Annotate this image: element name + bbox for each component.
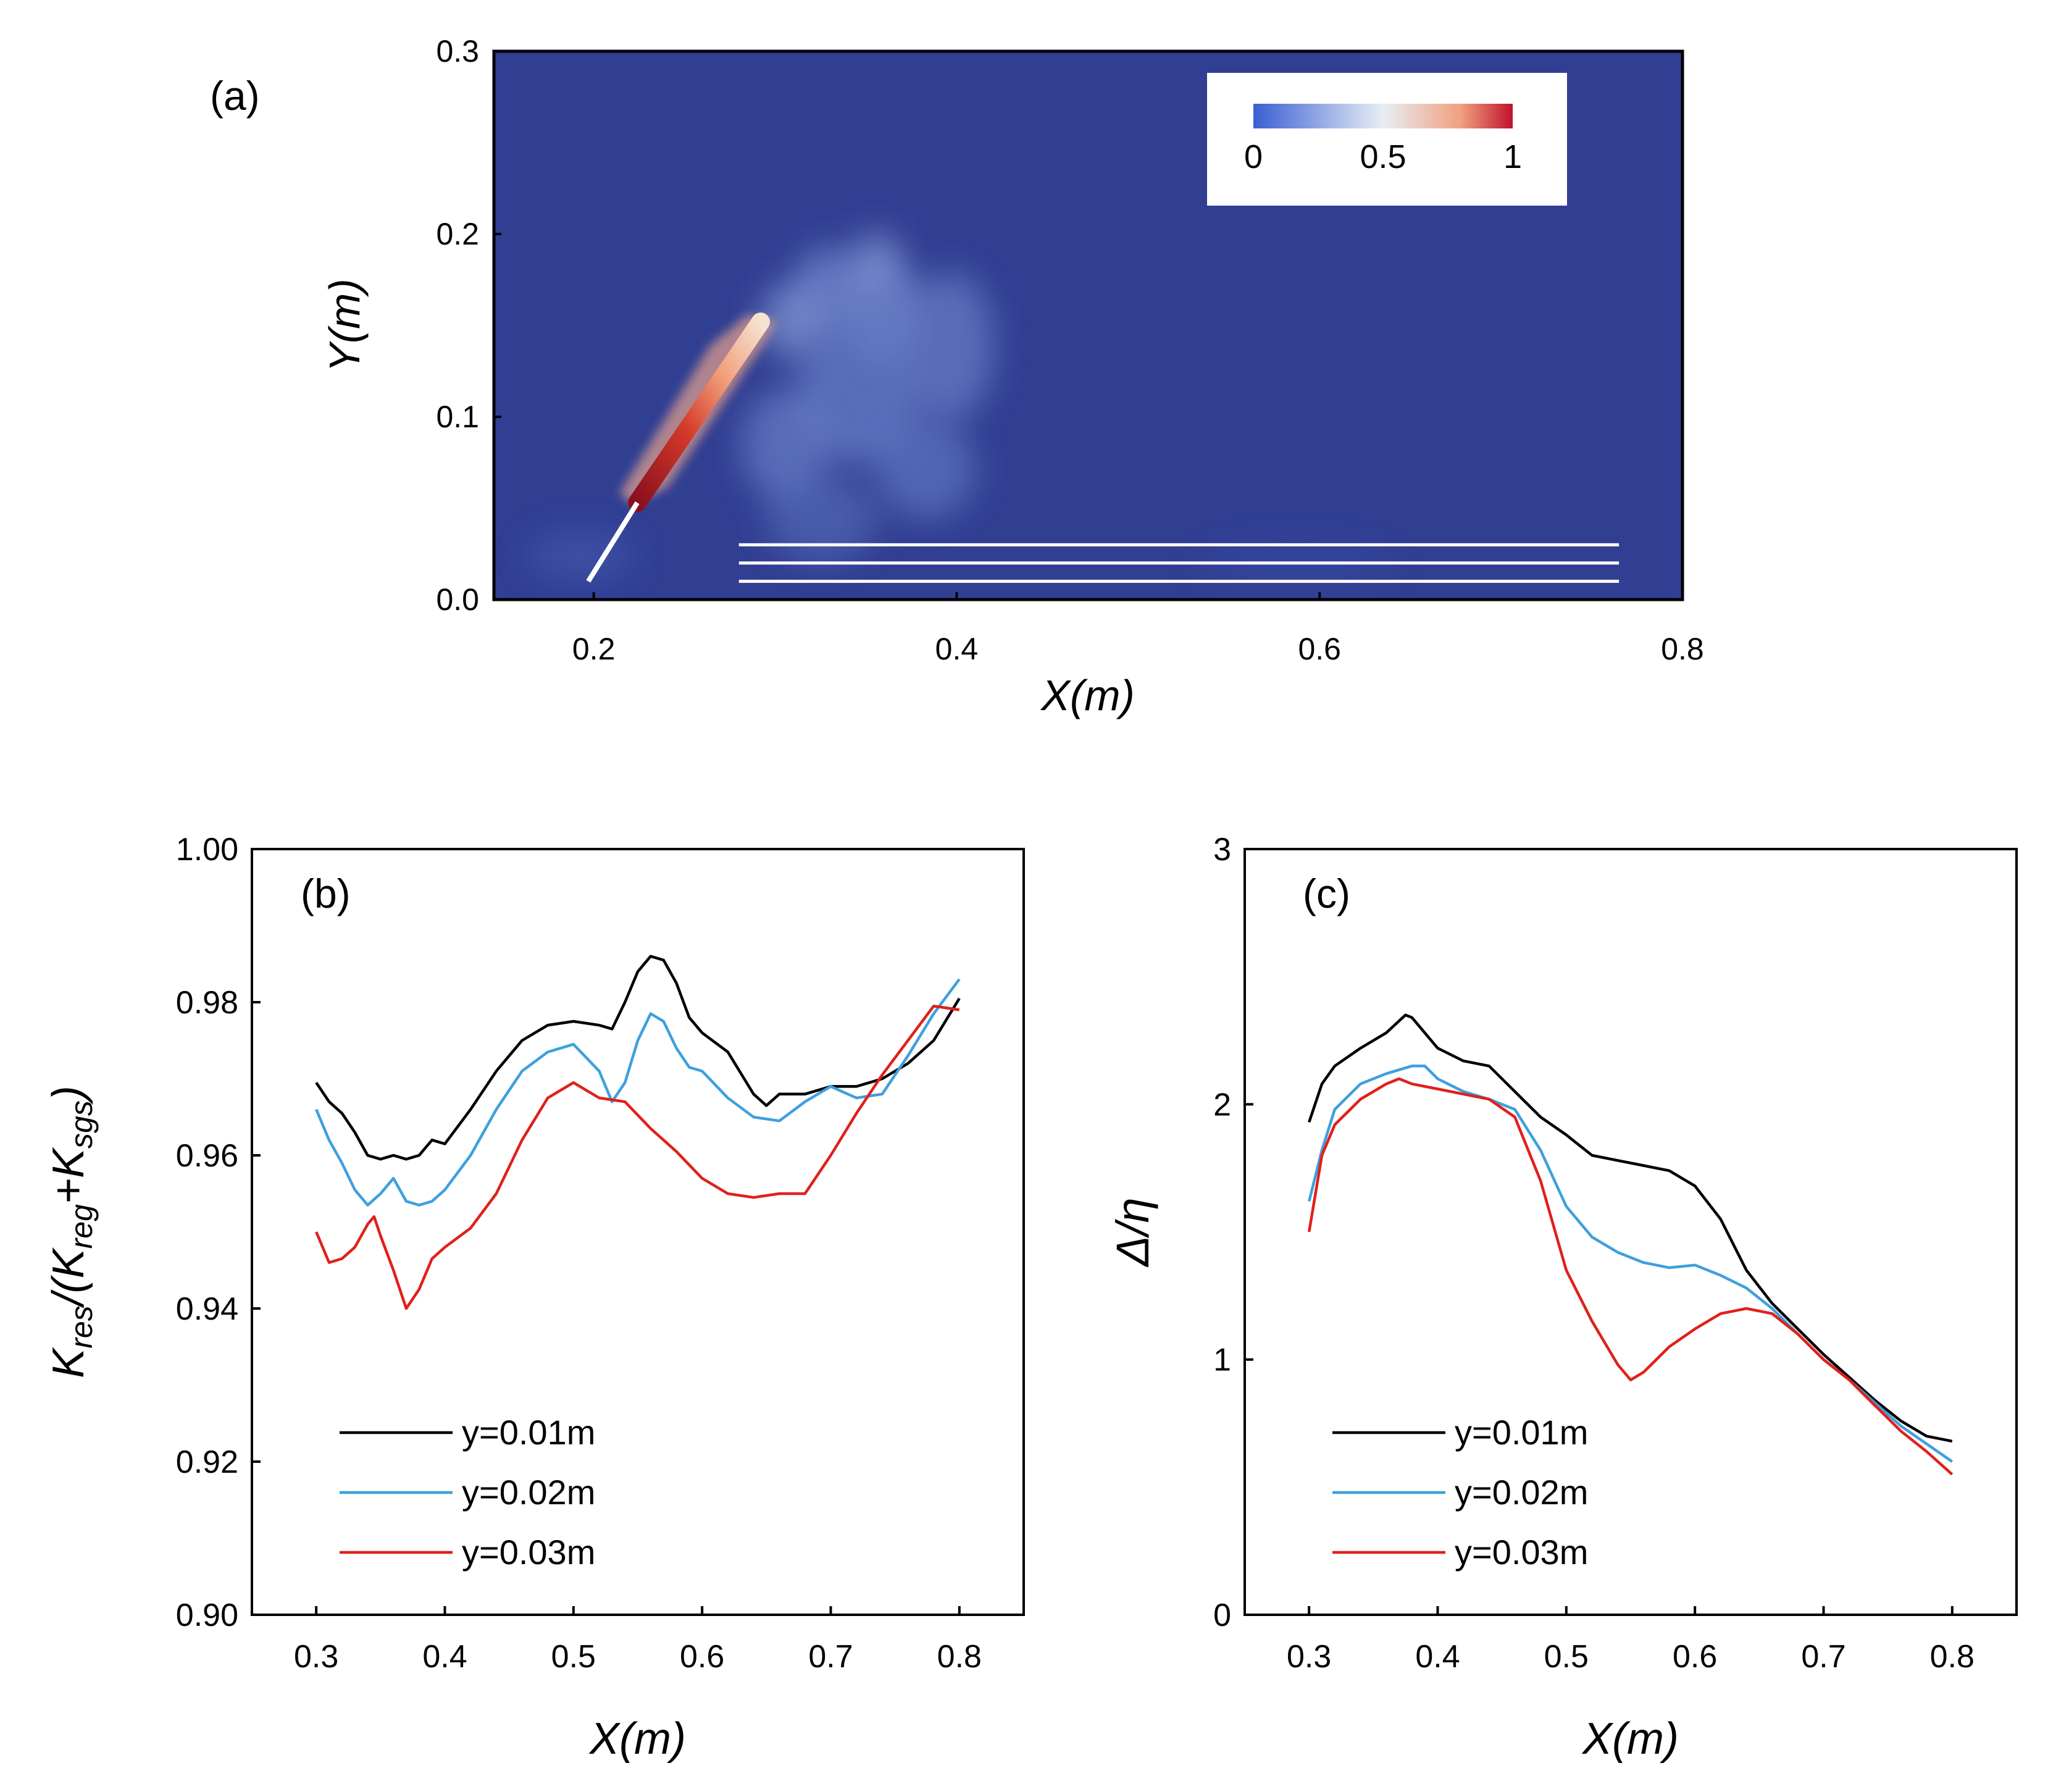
x-tick-label: 0.3 — [1287, 1639, 1331, 1675]
panel-c-series — [1307, 1013, 1954, 1476]
panel-b-ticks: 0.3 0.4 0.5 0.6 0.7 0.8 0.90 0.92 0.94 0.96 0.98 1.… — [176, 832, 982, 1675]
y-tick-label: 1.00 — [176, 832, 238, 868]
panel-b-xlabel: X(m) — [588, 1714, 686, 1764]
legend-label: y=0.02m — [1455, 1473, 1588, 1512]
x-tick-label: 0.8 — [1930, 1639, 1975, 1675]
colorbar-tick-label: 0 — [1244, 138, 1263, 175]
panel-b-legend: y=0.01m y=0.02m y=0.03m — [340, 1413, 595, 1572]
x-tick-label: 0.8 — [1661, 632, 1704, 666]
panel-a-heatmap: 0 0.5 1 0.2 0.4 0.6 0.8 0.00.10.20.3 (a) X(m)… — [210, 34, 1704, 719]
panel-c-xlabel: X(m) — [1581, 1714, 1679, 1764]
heatmap-frame — [492, 49, 1684, 601]
panel-c-ticks: 0.3 0.4 0.5 0.6 0.7 0.8 0 1 2 3 — [1213, 832, 1975, 1675]
legend-label: y=0.01m — [462, 1413, 595, 1452]
panel-c-label: (c) — [1303, 871, 1350, 916]
y-tick-label: 0 — [1213, 1597, 1231, 1633]
y-tick-label: 0.90 — [176, 1597, 238, 1633]
x-tick-label: 0.6 — [1298, 632, 1341, 666]
panel-a-ylabel: Y(m) — [320, 278, 369, 372]
panel-b-frame — [251, 848, 1025, 1616]
series-line-1 — [1308, 1013, 1953, 1443]
x-tick-label: 0.5 — [551, 1639, 596, 1675]
sample-lines — [738, 543, 1620, 583]
y-tick-label: 2 — [1213, 1087, 1231, 1123]
colorbar-tick-label: 1 — [1503, 138, 1522, 175]
y-tick-label: 3 — [1213, 832, 1231, 868]
x-tick-label: 0.4 — [935, 632, 979, 666]
x-tick-label: 0.4 — [1415, 1639, 1460, 1675]
panel-b-ylabel: Kres/(Kreg+Ksgs) — [44, 1086, 99, 1378]
nozzle-line — [586, 501, 640, 583]
y-tick-label: 0.94 — [176, 1291, 238, 1327]
series-line-3 — [315, 1004, 960, 1310]
legend-label: y=0.01m — [1455, 1413, 1588, 1452]
x-tick-label: 0.8 — [937, 1639, 982, 1675]
colorbar-box — [1207, 73, 1567, 206]
panel-a-xlabel: X(m) — [1040, 671, 1135, 719]
y-tick-label: 0.1 — [436, 400, 479, 434]
y-tick-label: 1 — [1213, 1342, 1231, 1378]
panel-c-legend: y=0.01m y=0.02m y=0.03m — [1332, 1413, 1588, 1572]
y-tick-label: 0.0 — [436, 582, 479, 617]
plume-cloud — [525, 232, 1395, 584]
legend-label: y=0.03m — [462, 1533, 595, 1572]
x-tick-label: 0.4 — [422, 1639, 467, 1675]
legend-label: y=0.03m — [1455, 1533, 1588, 1572]
colorbar-legend: 0 0.5 1 — [1207, 73, 1567, 206]
colorbar-gradient — [1253, 104, 1513, 128]
panel-a-label: (a) — [210, 73, 260, 119]
series-line-1 — [315, 955, 961, 1161]
x-tick-label: 0.6 — [1673, 1639, 1717, 1675]
y-tick-label: 0.96 — [176, 1138, 238, 1174]
x-tick-label: 0.7 — [1801, 1639, 1845, 1675]
jet-stream — [628, 312, 771, 513]
panel-b-chart: 0.3 0.4 0.5 0.6 0.7 0.8 0.90 0.92 0.94 0.96 0.98 1.… — [44, 832, 1025, 1764]
series-line-2 — [1308, 1065, 1954, 1463]
x-tick-label: 0.6 — [680, 1639, 724, 1675]
panel-c-frame — [1243, 848, 2018, 1616]
plume-field — [525, 232, 1620, 584]
y-tick-label: 0.98 — [176, 985, 238, 1021]
panel-c-ylabel: Δ/η — [1107, 1197, 1158, 1267]
series-line-2 — [315, 978, 961, 1207]
panel-a-y-axis: 0.0 0.1 0.2 0.3 — [436, 34, 501, 617]
colorbar-ticks: 0 0.5 1 — [1244, 138, 1522, 175]
series-line-3 — [1307, 1077, 1954, 1476]
x-tick-label: 0.7 — [808, 1639, 853, 1675]
y-tick-label: 0.92 — [176, 1444, 238, 1480]
panel-b-label: (b) — [301, 871, 351, 916]
legend-label: y=0.02m — [462, 1473, 595, 1512]
panel-b-series — [315, 955, 961, 1310]
y-tick-label: 0.2 — [436, 217, 479, 251]
x-tick-label: 0.3 — [294, 1639, 338, 1675]
y-tick-label: 0.3 — [436, 34, 479, 69]
panel-a-x-axis: 0.2 0.4 0.6 0.8 — [572, 592, 1704, 666]
colorbar-tick-label: 0.5 — [1360, 138, 1406, 175]
x-tick-label: 0.5 — [1544, 1639, 1589, 1675]
x-tick-label: 0.2 — [572, 632, 616, 666]
